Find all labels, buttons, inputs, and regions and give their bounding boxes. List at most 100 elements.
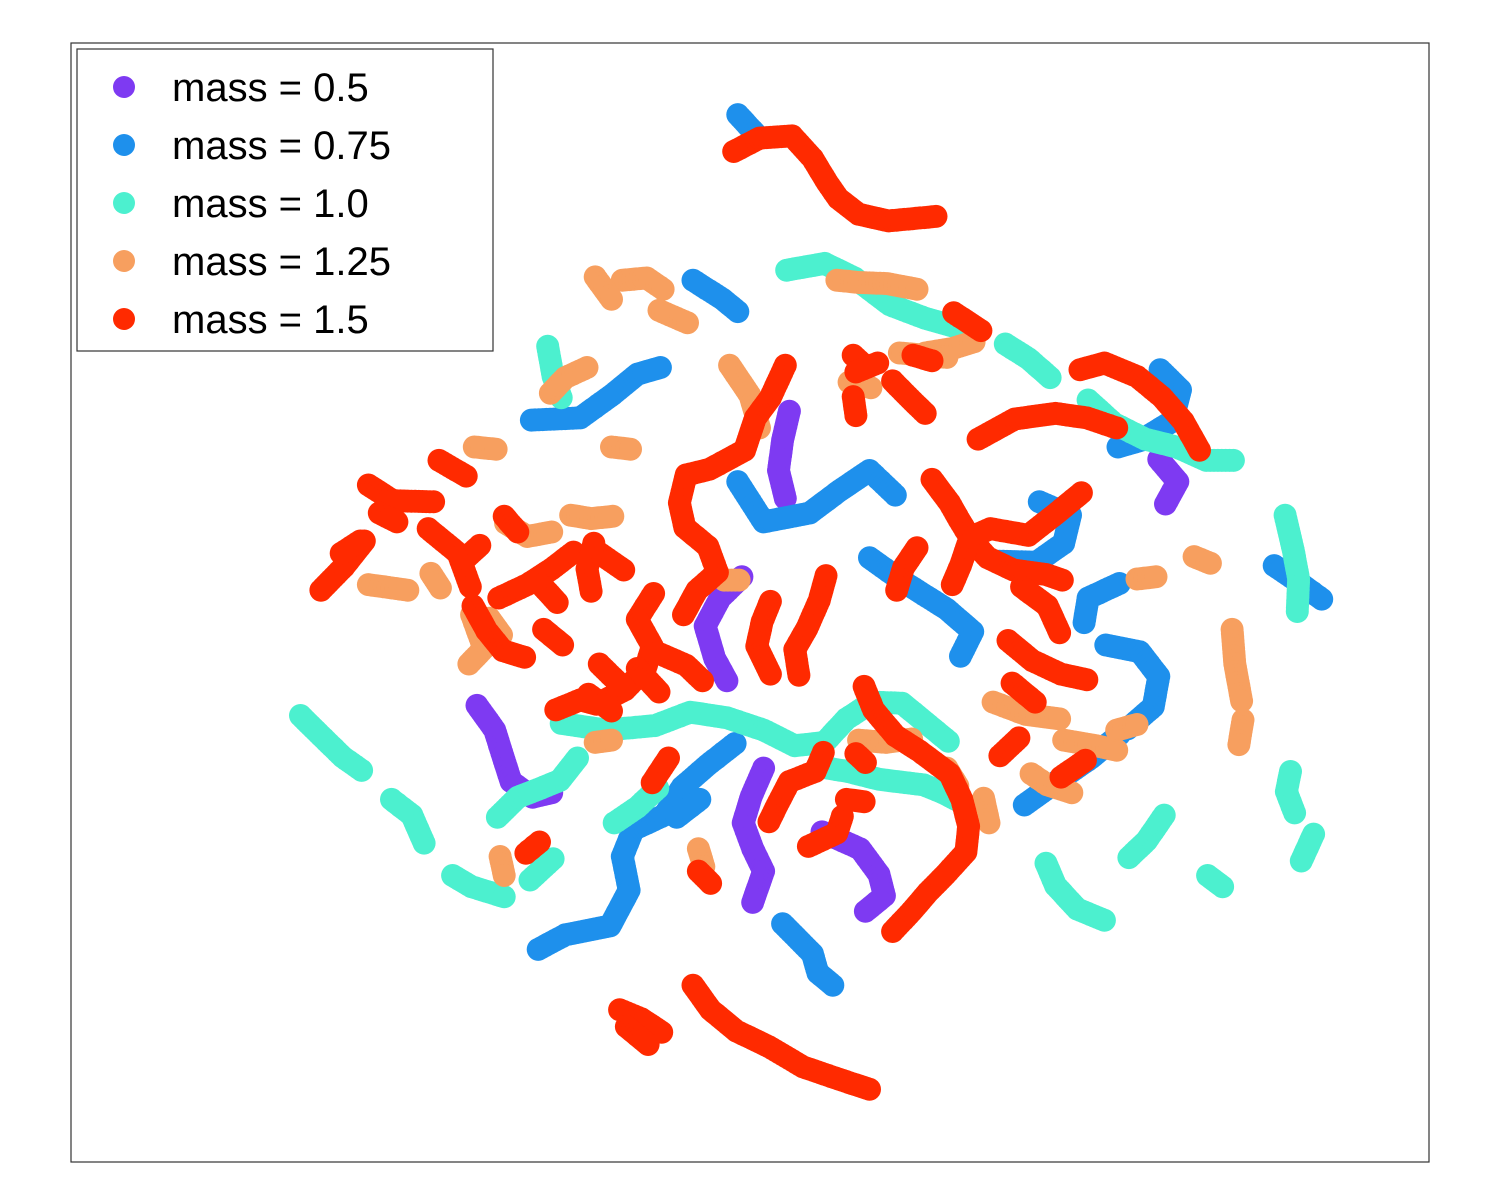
point-s2-g8-15 bbox=[492, 885, 516, 909]
point-s3-g23-15 bbox=[1105, 738, 1129, 762]
point-s4-g21-8 bbox=[454, 464, 478, 488]
point-s4-g37-9 bbox=[969, 319, 993, 343]
point-s2-g15-43 bbox=[1221, 448, 1245, 472]
point-s4-g7-13 bbox=[885, 578, 909, 602]
point-s4-g31-56 bbox=[858, 1077, 881, 1101]
point-s4-g48-5 bbox=[699, 871, 723, 895]
point-s4-g35-48 bbox=[940, 573, 964, 597]
point-s1-g7-15 bbox=[1310, 587, 1334, 611]
point-s4-g3-5 bbox=[844, 404, 868, 428]
point-s4-g4-13 bbox=[913, 401, 937, 425]
point-s0-g1-32 bbox=[715, 669, 739, 693]
point-s3-g30-5 bbox=[619, 437, 642, 461]
legend-marker-2 bbox=[113, 192, 135, 214]
point-s2-g10-24 bbox=[1092, 908, 1116, 932]
point-s4-g18-9 bbox=[647, 680, 671, 704]
point-s3-g3-6 bbox=[859, 376, 883, 400]
point-s3-g7-8 bbox=[676, 311, 699, 335]
point-s4-g12-8 bbox=[600, 699, 623, 723]
point-s3-g4-12 bbox=[651, 277, 675, 301]
point-s2-g5-29 bbox=[485, 805, 509, 829]
point-s4-g36-42 bbox=[1188, 438, 1211, 462]
point-s2-g11-15 bbox=[1117, 846, 1141, 870]
point-s4-g33-8 bbox=[636, 1033, 660, 1056]
point-s4-g22-19 bbox=[422, 490, 446, 514]
point-s4-g45-8 bbox=[1073, 748, 1097, 772]
point-s1-g1-39 bbox=[648, 356, 672, 379]
legend-marker-3 bbox=[113, 250, 135, 272]
point-s4-g8-29 bbox=[787, 663, 811, 687]
point-s4-g49-5 bbox=[528, 830, 551, 854]
point-s2-g2-113 bbox=[936, 729, 960, 753]
point-s4-g38-5 bbox=[920, 349, 944, 373]
legend-label-2: mass = 1.0 bbox=[172, 182, 369, 226]
point-s1-g4-37 bbox=[1027, 490, 1051, 514]
point-s4-g47-5 bbox=[385, 510, 409, 534]
point-s1-g11-21 bbox=[821, 973, 845, 997]
data-points bbox=[289, 103, 1334, 1101]
point-s2-g9-8 bbox=[541, 847, 565, 871]
point-s4-g28-4 bbox=[853, 751, 877, 774]
point-s3-g14-12 bbox=[601, 504, 625, 528]
point-s2-g7-15 bbox=[412, 831, 436, 855]
point-s3-g6-7 bbox=[600, 287, 623, 311]
point-s4-g26-8 bbox=[609, 673, 633, 697]
point-s2-g16-26 bbox=[1285, 600, 1309, 623]
point-s3-g10-5 bbox=[428, 576, 452, 600]
point-s4-g29-13 bbox=[796, 834, 820, 858]
point-s4-g39-6 bbox=[866, 351, 890, 375]
point-s3-g11-15 bbox=[457, 652, 481, 676]
point-s4-g1-87 bbox=[672, 603, 695, 627]
point-s2-g13-8 bbox=[1302, 822, 1326, 846]
point-s2-g12-12 bbox=[1279, 760, 1302, 783]
point-s3-g5-12 bbox=[575, 356, 599, 379]
point-s1-g6-16 bbox=[1107, 572, 1131, 595]
point-s4-g0-65 bbox=[924, 204, 948, 228]
point-s2-g4-14 bbox=[602, 811, 626, 835]
point-s3-g21-7 bbox=[977, 811, 1001, 835]
point-s0-g3-39 bbox=[741, 890, 765, 914]
legend-label-4: mass = 1.5 bbox=[172, 298, 369, 342]
point-s3-g27-6 bbox=[1125, 713, 1149, 736]
point-s1-g3-40 bbox=[949, 644, 972, 668]
point-s3-g29-5 bbox=[1198, 551, 1222, 575]
point-s4-g25-7 bbox=[551, 633, 575, 657]
point-s4-g40-8 bbox=[640, 771, 664, 795]
point-s1-g5-34 bbox=[1106, 435, 1130, 459]
point-s3-g31-6 bbox=[484, 437, 508, 461]
point-s0-g5-15 bbox=[1154, 492, 1177, 516]
point-s4-g23-18 bbox=[309, 578, 333, 602]
point-s1-g2-53 bbox=[883, 483, 907, 507]
point-s4-g34-5 bbox=[852, 790, 876, 814]
point-s4-g30-25 bbox=[757, 810, 781, 834]
point-s1-g12-8 bbox=[688, 787, 712, 811]
legend-label-3: mass = 1.25 bbox=[172, 240, 391, 284]
point-s4-g24-21 bbox=[513, 645, 537, 669]
point-s4-g46-6 bbox=[348, 529, 372, 553]
point-s3-g25-19 bbox=[1230, 689, 1254, 713]
legend-label-0: mass = 0.5 bbox=[172, 66, 369, 110]
point-s1-g0-14 bbox=[726, 300, 750, 324]
point-s2-g1-15 bbox=[1038, 366, 1062, 390]
legend-marker-0 bbox=[113, 76, 135, 98]
point-s3-g0-22 bbox=[905, 277, 929, 301]
point-s4-g11-14 bbox=[691, 669, 714, 693]
point-s3-g9-10 bbox=[396, 578, 420, 602]
point-s1-g10-84 bbox=[526, 937, 550, 961]
point-s4-g14-6 bbox=[506, 520, 530, 544]
point-s3-g28-5 bbox=[1144, 565, 1168, 589]
series-4 bbox=[309, 124, 1211, 1101]
point-s2-g6-22 bbox=[350, 758, 374, 782]
point-s3-g26-7 bbox=[1227, 733, 1251, 757]
point-s4-g43-8 bbox=[1023, 690, 1047, 714]
point-s0-g0-24 bbox=[773, 486, 797, 510]
point-s0-g4-32 bbox=[853, 899, 877, 923]
point-s3-g22-18 bbox=[1048, 707, 1072, 731]
point-s4-g5-38 bbox=[1105, 416, 1129, 440]
point-s4-g44-7 bbox=[1007, 726, 1031, 750]
legend-marker-4 bbox=[113, 308, 135, 330]
point-s4-g19-7 bbox=[545, 591, 569, 614]
legend: mass = 0.5 mass = 0.75 mass = 1.0 mass =… bbox=[76, 48, 494, 352]
point-s3-g17-5 bbox=[600, 728, 623, 752]
